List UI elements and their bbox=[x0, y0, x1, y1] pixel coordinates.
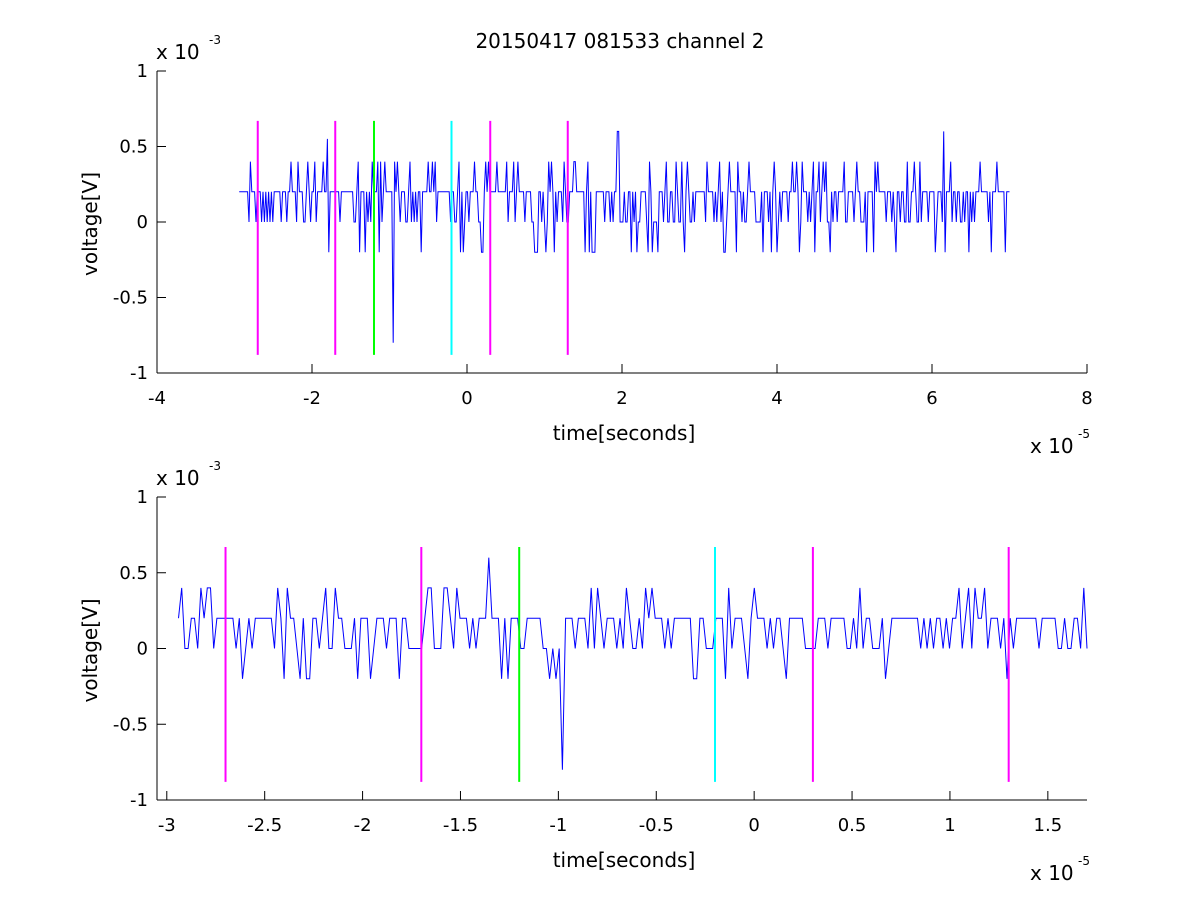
x-tick-label: 6 bbox=[926, 388, 937, 409]
x-tick-label: 2 bbox=[616, 388, 627, 409]
y-tick-label: -0.5 bbox=[113, 714, 148, 735]
x-tick-label: 1.5 bbox=[1034, 815, 1063, 836]
x-tick-label: -3 bbox=[158, 815, 176, 836]
x-tick-label: -2 bbox=[354, 815, 372, 836]
y-tick-label: -0.5 bbox=[113, 288, 148, 309]
y-tick-label: 0.5 bbox=[119, 563, 148, 584]
y-axis-label: voltage[V] bbox=[78, 172, 102, 276]
x-tick-label: -2.5 bbox=[247, 815, 282, 836]
x-tick-label: -0.5 bbox=[639, 815, 674, 836]
y-axis-label: voltage[V] bbox=[78, 598, 102, 702]
x-axis-label: time[seconds] bbox=[553, 421, 696, 445]
x-multiplier: x 10 bbox=[1030, 861, 1074, 885]
y-multiplier: x 10 bbox=[156, 466, 200, 490]
x-tick-label: 0.5 bbox=[838, 815, 867, 836]
voltage-trace bbox=[178, 557, 1088, 770]
x-tick-label: 4 bbox=[771, 388, 782, 409]
voltage-trace bbox=[239, 130, 1010, 343]
x-tick-label: -2 bbox=[303, 388, 321, 409]
y-tick-label: -1 bbox=[130, 363, 148, 384]
x-tick-label: 1 bbox=[944, 815, 955, 836]
y-multiplier: x 10 bbox=[156, 40, 200, 64]
y-tick-label: 0 bbox=[137, 639, 148, 660]
x-multiplier: x 10 bbox=[1030, 434, 1074, 458]
x-tick-label: 8 bbox=[1081, 388, 1092, 409]
x-tick-label: -4 bbox=[148, 388, 166, 409]
bottom-plot: -3 -2.5 -2 -1.5 -1 -0.5 0 0.5 1 1.5 -1 -0.5 0 0.5 1 tim… bbox=[78, 459, 1090, 885]
x-axis-label: time[seconds] bbox=[553, 848, 696, 872]
y-tick-label: -1 bbox=[130, 790, 148, 811]
y-exponent: -3 bbox=[209, 459, 221, 473]
figure-title: 20150417 081533 channel 2 bbox=[475, 29, 764, 53]
top-plot: -4 -2 0 2 4 6 8 -1 -0.5 0 0.5 1 time[seconds] voltage… bbox=[78, 33, 1093, 458]
y-exponent: -3 bbox=[209, 33, 221, 47]
x-tick-label: 0 bbox=[461, 388, 472, 409]
x-exponent: -5 bbox=[1078, 427, 1090, 441]
y-tick-label: 1 bbox=[137, 487, 148, 508]
y-tick-label: 1 bbox=[137, 61, 148, 82]
x-tick-label: 0 bbox=[748, 815, 759, 836]
x-tick-label: -1.5 bbox=[443, 815, 478, 836]
y-tick-label: 0 bbox=[137, 212, 148, 233]
x-exponent: -5 bbox=[1078, 854, 1090, 868]
x-tick-label: -1 bbox=[549, 815, 567, 836]
y-tick-label: 0.5 bbox=[119, 137, 148, 158]
